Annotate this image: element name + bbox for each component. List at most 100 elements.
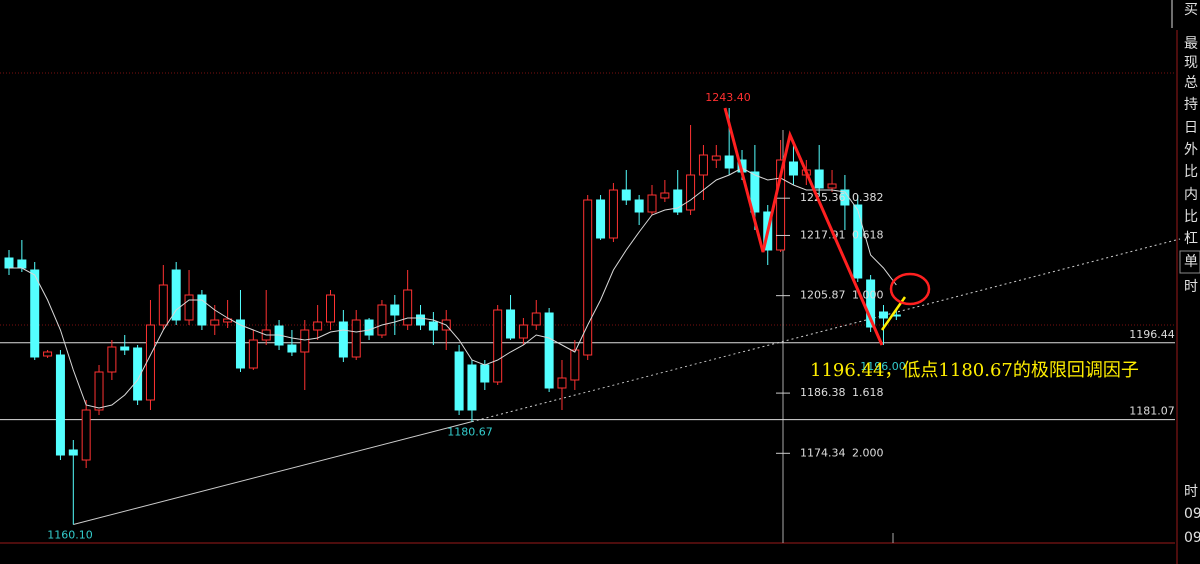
side-label: 09 <box>1184 506 1200 522</box>
candle-body <box>621 189 631 201</box>
note: 1196.44，低点1180.67的极限回调因子 <box>810 360 1139 381</box>
candle-body <box>68 449 78 456</box>
candle-body <box>338 321 348 358</box>
fib-price: 1217.91 <box>800 228 846 241</box>
candle-body <box>403 289 413 326</box>
candle-body <box>827 183 837 189</box>
trend-extension <box>471 238 1181 423</box>
candle-body <box>866 279 876 328</box>
candle-body <box>583 199 593 356</box>
candle-body <box>4 257 14 269</box>
side-label: 时 <box>1184 279 1198 295</box>
candle-body <box>120 346 130 351</box>
candle-body <box>634 199 644 213</box>
fib-ratio: 1.618 <box>852 386 884 399</box>
side-label: 持 <box>1184 97 1198 113</box>
candle-body <box>326 294 335 323</box>
candle-body <box>248 339 258 369</box>
fib-price: 1205.87 <box>800 289 846 302</box>
candle-body <box>287 344 297 353</box>
candle-body <box>171 269 181 321</box>
candle-body <box>94 371 104 411</box>
candle-body <box>570 349 580 381</box>
h-line-label: 1196.44 <box>1129 328 1175 341</box>
side-label: 比 <box>1184 209 1198 225</box>
fib-ratio: 0.618 <box>852 228 884 241</box>
candle-body <box>788 161 798 176</box>
candle-body <box>197 294 207 326</box>
side-label: 杠 <box>1184 231 1198 247</box>
fib-price: 1225.36 <box>800 191 846 204</box>
candle-body <box>531 312 541 326</box>
candle-body <box>647 194 657 213</box>
zigzag <box>723 107 884 346</box>
candle-body <box>210 319 220 326</box>
candle-body <box>506 309 516 339</box>
candle-body <box>660 192 670 199</box>
candle-body <box>711 155 721 161</box>
candle-body <box>107 346 117 373</box>
candle-body <box>43 351 53 357</box>
candle-body <box>557 377 567 389</box>
candle-body <box>686 174 696 211</box>
side-label: 外 <box>1184 142 1198 158</box>
candle-body <box>17 259 27 269</box>
candle-body <box>313 321 323 331</box>
candle-body <box>390 304 400 316</box>
candle-body <box>596 199 606 239</box>
point-label: 1243.40 <box>705 91 751 104</box>
candle-body <box>608 189 618 239</box>
candle-body <box>351 319 361 358</box>
panel-box <box>1179 250 1200 274</box>
candle-body <box>518 324 528 339</box>
fib-ratio: 0.382 <box>852 191 884 204</box>
side-label: 日 <box>1184 120 1198 136</box>
candle-body <box>724 155 734 169</box>
side-label: 单 <box>1184 254 1198 270</box>
side-label: 内 <box>1184 187 1198 203</box>
candle-body <box>454 351 464 411</box>
fib-ratio: 2.000 <box>852 446 884 459</box>
h-line-label: 1181.07 <box>1129 405 1175 418</box>
side-label: 总 <box>1184 75 1198 91</box>
side-label: 最 <box>1184 36 1198 52</box>
candle-body <box>878 311 888 319</box>
candle-body <box>184 294 194 321</box>
candle-body <box>377 304 387 336</box>
candle-body <box>416 314 426 326</box>
candle-body <box>300 329 310 353</box>
candle-body <box>55 354 65 456</box>
candle-body <box>30 269 40 358</box>
fib-price: 1174.34 <box>800 446 846 459</box>
candle-body <box>544 312 554 389</box>
fib-price: 1186.38 <box>800 386 846 399</box>
candle-body <box>235 319 245 369</box>
candle-body <box>776 159 786 251</box>
candle-body <box>750 171 760 213</box>
candle-body <box>133 347 143 401</box>
side-label: 买 <box>1184 2 1198 18</box>
point-label: 1196.00 <box>860 360 906 373</box>
candle-body <box>158 284 168 326</box>
point-label: 1160.10 <box>47 529 93 542</box>
candle-body <box>364 319 374 336</box>
candle-body <box>493 309 503 383</box>
candle-body <box>428 321 438 331</box>
candle-body <box>480 364 490 383</box>
candle-body <box>673 189 683 213</box>
candle-body <box>814 169 824 189</box>
point-label: 1180.67 <box>447 426 493 439</box>
candle-body <box>853 204 863 279</box>
candle-body <box>81 409 91 461</box>
candle-body <box>145 324 155 401</box>
ma-line <box>9 167 897 409</box>
candle-body <box>698 154 708 176</box>
candle-body <box>467 364 477 411</box>
circle-mark <box>889 272 931 306</box>
side-label: 09 <box>1184 530 1200 546</box>
side-label: 现 <box>1184 55 1198 71</box>
side-label: 时 <box>1184 484 1198 500</box>
side-label: 比 <box>1184 164 1198 180</box>
